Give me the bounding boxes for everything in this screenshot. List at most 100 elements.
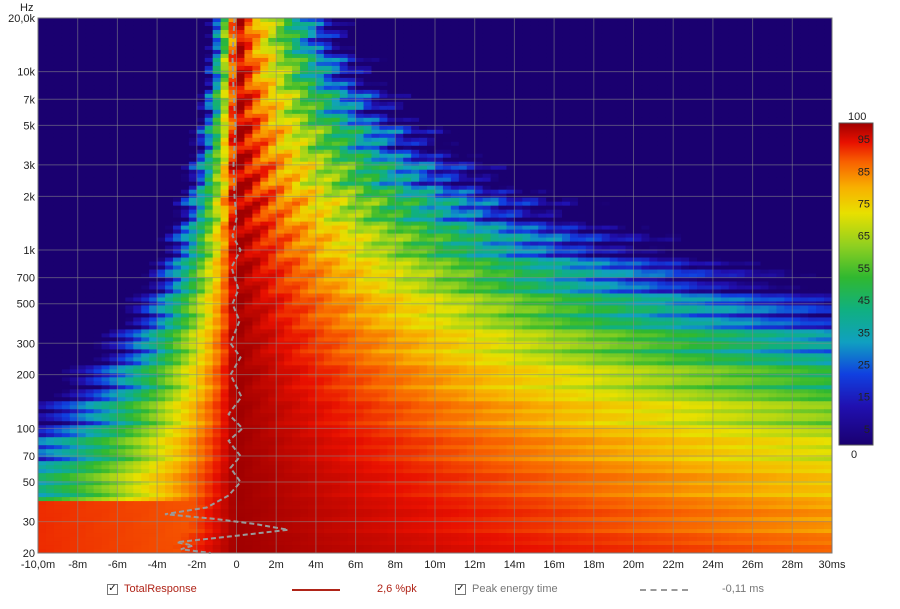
heat-cell <box>442 213 452 219</box>
heat-cell <box>180 137 190 143</box>
heat-cell <box>252 141 261 147</box>
heat-cell <box>45 61 55 67</box>
heat-cell <box>609 85 619 91</box>
heat-cell <box>77 81 87 87</box>
heat-cell <box>363 81 373 87</box>
heat-cell <box>339 181 349 187</box>
heat-cell <box>768 65 778 71</box>
heat-cell <box>165 173 174 179</box>
heat-cell <box>149 141 158 147</box>
heat-cell <box>403 57 412 63</box>
heat-cell <box>546 121 555 127</box>
heat-cell <box>371 29 381 35</box>
heat-cell <box>339 165 349 171</box>
heat-cell <box>427 137 436 143</box>
heat-cell <box>609 101 619 107</box>
heat-cell <box>196 101 206 107</box>
heat-cell <box>474 57 484 63</box>
heat-cell <box>569 81 579 87</box>
heat-cell <box>165 189 174 195</box>
heat-cell <box>323 189 333 195</box>
heat-cell <box>538 89 547 95</box>
heat-cell <box>625 113 635 119</box>
heat-cell <box>562 157 571 163</box>
heat-cell <box>157 73 166 79</box>
heat-cell <box>236 101 246 107</box>
heat-cell <box>69 129 79 135</box>
heat-cell <box>720 137 730 143</box>
heat-cell <box>450 45 460 51</box>
heat-cell <box>593 45 603 51</box>
heat-cell <box>585 197 595 203</box>
heat-cell <box>101 77 111 83</box>
heat-cell <box>450 117 460 123</box>
heat-cell <box>784 181 793 187</box>
heat-cell <box>371 149 381 155</box>
heat-cell <box>752 77 762 83</box>
heat-cell <box>458 169 468 175</box>
heat-cell <box>760 181 770 187</box>
heat-cell <box>466 185 476 191</box>
heat-cell <box>165 125 174 131</box>
heat-cell <box>498 25 508 31</box>
heat-cell <box>125 29 134 35</box>
heat-cell <box>577 33 587 39</box>
heat-cell <box>569 197 579 203</box>
heat-cell <box>212 129 222 135</box>
heat-cell <box>419 165 428 171</box>
heat-cell <box>180 129 190 135</box>
heat-cell <box>585 113 595 119</box>
heat-cell <box>53 173 63 179</box>
heat-cell <box>411 25 420 31</box>
heat-cell <box>172 129 182 135</box>
heat-cell <box>784 37 793 43</box>
heat-cell <box>784 117 793 123</box>
heat-cell <box>720 65 730 71</box>
heat-cell <box>649 105 658 111</box>
heat-cell <box>403 161 412 167</box>
heat-cell <box>427 169 436 175</box>
heat-cell <box>411 77 420 83</box>
heat-cell <box>665 93 674 99</box>
heat-cell <box>625 189 635 195</box>
heat-cell <box>85 69 95 75</box>
heat-cell <box>490 101 500 107</box>
heat-cell <box>38 133 47 139</box>
heat-cell <box>133 81 142 87</box>
heat-cell <box>427 18 436 23</box>
heat-cell <box>125 77 134 83</box>
heat-cell <box>649 109 658 115</box>
heat-cell <box>816 77 825 83</box>
heat-cell <box>816 73 825 79</box>
heat-cell <box>816 137 825 143</box>
heat-cell <box>562 37 571 43</box>
heat-cell <box>800 149 809 155</box>
heat-cell <box>506 161 515 167</box>
heat-cell <box>824 201 832 207</box>
heat-cell <box>593 125 603 131</box>
heat-cell <box>712 173 722 179</box>
heat-cell <box>260 189 269 195</box>
heat-cell <box>165 97 174 103</box>
heat-cell <box>276 157 285 163</box>
heat-cell <box>704 33 714 39</box>
heat-cell <box>562 125 571 131</box>
heat-cell <box>824 181 832 187</box>
heat-cell <box>427 65 436 71</box>
heat-cell <box>292 173 301 179</box>
heat-cell <box>538 45 547 51</box>
heat-cell <box>736 189 746 195</box>
heat-cell <box>728 169 738 175</box>
heat-cell <box>292 189 301 195</box>
heat-cell <box>268 177 277 183</box>
heat-cell <box>506 181 515 187</box>
heat-cell <box>188 113 198 119</box>
heat-cell <box>403 81 412 87</box>
heat-cell <box>554 37 563 43</box>
heat-cell <box>546 41 555 47</box>
heat-cell <box>744 213 754 219</box>
heat-cell <box>657 65 666 71</box>
heat-cell <box>498 161 508 167</box>
heat-cell <box>617 37 627 43</box>
